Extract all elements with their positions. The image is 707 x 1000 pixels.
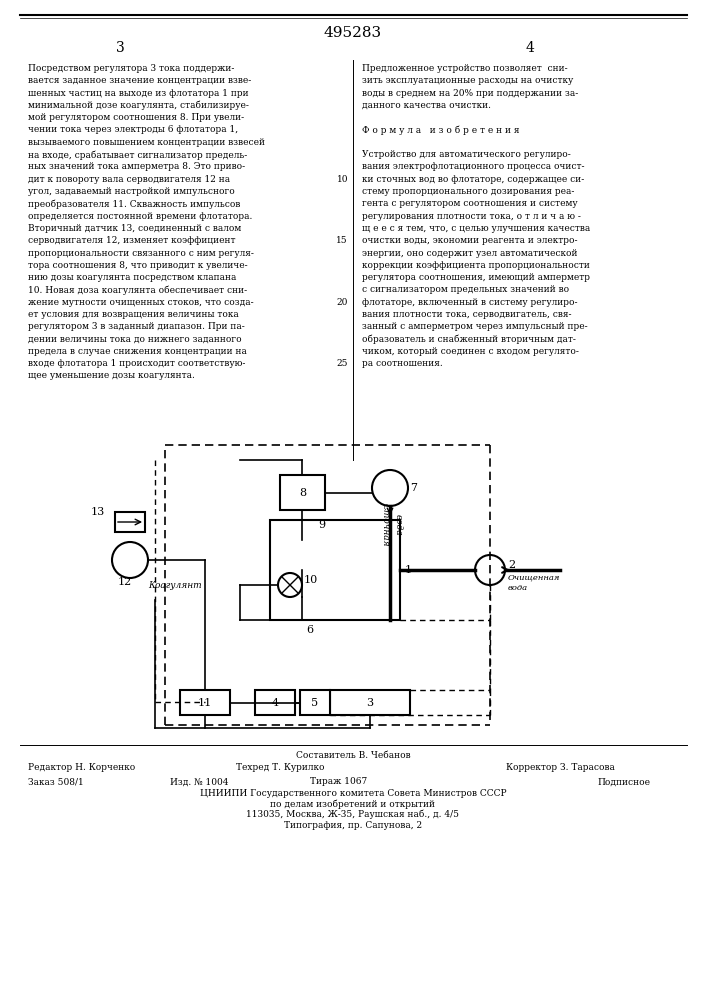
Text: 495283: 495283 (324, 26, 382, 40)
Text: Ф о р м у л а   и з о б р е т е н и я: Ф о р м у л а и з о б р е т е н и я (362, 125, 520, 135)
Text: 113035, Москва, Ж-35, Раушская наб., д. 4/5: 113035, Москва, Ж-35, Раушская наб., д. … (247, 809, 460, 819)
Text: с сигнализатором предельных значений во: с сигнализатором предельных значений во (362, 285, 569, 294)
Text: Корректор З. Тарасова: Корректор З. Тарасова (506, 764, 614, 772)
Text: Коагулянт: Коагулянт (148, 580, 201, 589)
Text: вода: вода (508, 584, 528, 592)
Text: 8: 8 (299, 488, 306, 497)
Text: вызываемого повышением концентрации взвесей: вызываемого повышением концентрации взве… (28, 138, 265, 147)
Bar (115, 512, 145, 532)
Text: Составитель В. Чебанов: Составитель В. Чебанов (296, 750, 410, 760)
Text: щ е е с я тем, что, с целью улучшения качества: щ е е с я тем, что, с целью улучшения ка… (362, 224, 590, 233)
Text: 3: 3 (366, 698, 373, 708)
Text: 5: 5 (312, 698, 319, 708)
Circle shape (372, 470, 408, 506)
Text: Вторичный датчик 13, соединенный с валом: Вторичный датчик 13, соединенный с валом (28, 224, 241, 233)
Text: Техред Т. Курилко: Техред Т. Курилко (235, 764, 325, 772)
Text: Тираж 1067: Тираж 1067 (310, 778, 367, 786)
Text: жение мутности очищенных стоков, что созда-: жение мутности очищенных стоков, что соз… (28, 298, 254, 307)
Circle shape (278, 573, 302, 597)
Text: 10. Новая доза коагулянта обеспечивает сни-: 10. Новая доза коагулянта обеспечивает с… (28, 285, 247, 295)
Bar (330, 690, 410, 715)
Text: мой регулятором соотношения 8. При увели-: мой регулятором соотношения 8. При увели… (28, 113, 244, 122)
Text: вода: вода (394, 514, 402, 536)
Text: Посредством регулятора 3 тока поддержи-: Посредством регулятора 3 тока поддержи- (28, 64, 235, 73)
Text: ки сточных вод во флотаторе, содержащее си-: ки сточных вод во флотаторе, содержащее … (362, 175, 584, 184)
Text: занный с амперметром через импульсный пре-: занный с амперметром через импульсный пр… (362, 322, 588, 331)
Text: Предложенное устройство позволяет  сни-: Предложенное устройство позволяет сни- (362, 64, 568, 73)
Text: флотаторе, включенный в систему регулиро-: флотаторе, включенный в систему регулиро… (362, 298, 578, 307)
Text: 9: 9 (318, 520, 325, 530)
Text: образователь и снабженный вторичным дат-: образователь и снабженный вторичным дат- (362, 335, 576, 344)
Text: ЦНИИПИ Государственного комитета Совета Министров СССР: ЦНИИПИ Государственного комитета Совета … (199, 790, 506, 798)
Text: по делам изобретений и открытий: по делам изобретений и открытий (271, 799, 436, 809)
Text: шенных частиц на выходе из флотатора 1 при: шенных частиц на выходе из флотатора 1 п… (28, 89, 249, 98)
Text: определяется постоянной времени флотатора.: определяется постоянной времени флотатор… (28, 212, 252, 221)
Text: щее уменьшение дозы коагулянта.: щее уменьшение дозы коагулянта. (28, 371, 195, 380)
Text: 6: 6 (306, 625, 314, 635)
Text: Редактор Н. Корченко: Редактор Н. Корченко (28, 764, 135, 772)
Text: ра соотношения.: ра соотношения. (362, 359, 443, 368)
Text: 11: 11 (198, 698, 212, 708)
Text: очистки воды, экономии реагента и электро-: очистки воды, экономии реагента и электр… (362, 236, 578, 245)
Text: ных значений тока амперметра 8. Это приво-: ных значений тока амперметра 8. Это прив… (28, 162, 245, 171)
Text: преобразователя 11. Скважность импульсов: преобразователя 11. Скважность импульсов (28, 199, 240, 209)
Text: Подписное: Подписное (597, 778, 650, 786)
Text: пропорциональности связанного с ним регуля-: пропорциональности связанного с ним регу… (28, 248, 254, 257)
Text: вается заданное значение концентрации взве-: вается заданное значение концентрации вз… (28, 76, 251, 85)
Bar (280, 475, 325, 510)
Text: 10: 10 (304, 575, 318, 585)
Text: Сточная: Сточная (380, 503, 390, 547)
Text: дит к повороту вала серводвигателя 12 на: дит к повороту вала серводвигателя 12 на (28, 175, 230, 184)
Bar (255, 690, 295, 715)
Text: 4: 4 (271, 698, 279, 708)
Text: нию дозы коагулянта посредством клапана: нию дозы коагулянта посредством клапана (28, 273, 236, 282)
Text: 12: 12 (118, 577, 132, 587)
Text: ет условия для возвращения величины тока: ет условия для возвращения величины тока (28, 310, 239, 319)
Text: минимальной дозе коагулянта, стабилизируе-: минимальной дозе коагулянта, стабилизиру… (28, 101, 249, 110)
Bar (300, 690, 330, 715)
Text: регулирования плотности тока, о т л и ч а ю -: регулирования плотности тока, о т л и ч … (362, 212, 581, 221)
Text: 20: 20 (337, 298, 348, 307)
Text: Очищенная: Очищенная (508, 574, 561, 582)
Text: 13: 13 (90, 507, 105, 517)
Text: 3: 3 (116, 41, 124, 55)
Text: Устройство для автоматического регулиро-: Устройство для автоматического регулиро- (362, 150, 571, 159)
Text: вания электрофлотационного процесса очист-: вания электрофлотационного процесса очис… (362, 162, 585, 171)
Text: данного качества очистки.: данного качества очистки. (362, 101, 491, 110)
Text: Типография, пр. Сапунова, 2: Типография, пр. Сапунова, 2 (284, 822, 422, 830)
Text: 25: 25 (337, 359, 348, 368)
Text: зить эксплуатационные расходы на очистку: зить эксплуатационные расходы на очистку (362, 76, 573, 85)
Text: Изд. № 1004: Изд. № 1004 (170, 778, 228, 786)
Circle shape (112, 542, 148, 578)
Text: 15: 15 (337, 236, 348, 245)
Text: чении тока через электроды 6 флотатора 1,: чении тока через электроды 6 флотатора 1… (28, 125, 238, 134)
Text: предела в случае снижения концентрации на: предела в случае снижения концентрации н… (28, 347, 247, 356)
Text: на входе, срабатывает сигнализатор предель-: на входе, срабатывает сигнализатор преде… (28, 150, 247, 160)
Text: серводвигателя 12, изменяет коэффициент: серводвигателя 12, изменяет коэффициент (28, 236, 235, 245)
Bar (270, 520, 400, 620)
Text: энергии, оно содержит узел автоматической: энергии, оно содержит узел автоматическо… (362, 248, 578, 257)
Text: дении величины тока до нижнего заданного: дении величины тока до нижнего заданного (28, 335, 242, 344)
Text: стему пропорционального дозирования реа-: стему пропорционального дозирования реа- (362, 187, 574, 196)
Text: угол, задаваемый настройкой импульсного: угол, задаваемый настройкой импульсного (28, 187, 235, 196)
Text: тора соотношения 8, что приводит к увеличе-: тора соотношения 8, что приводит к увели… (28, 261, 247, 270)
Text: гента с регулятором соотношения и систему: гента с регулятором соотношения и систем… (362, 199, 578, 208)
Text: 7: 7 (410, 483, 417, 493)
Text: входе флотатора 1 происходит соответствую-: входе флотатора 1 происходит соответству… (28, 359, 245, 368)
Text: коррекции коэффициента пропорциональности: коррекции коэффициента пропорциональност… (362, 261, 590, 270)
Text: регулятора соотношения, имеющий амперметр: регулятора соотношения, имеющий ампермет… (362, 273, 590, 282)
Text: Заказ 508/1: Заказ 508/1 (28, 778, 83, 786)
Text: воды в среднем на 20% при поддержании за-: воды в среднем на 20% при поддержании за… (362, 89, 578, 98)
Circle shape (475, 555, 505, 585)
Text: регулятором 3 в заданный диапазон. При па-: регулятором 3 в заданный диапазон. При п… (28, 322, 245, 331)
Text: 2: 2 (508, 560, 515, 570)
Text: 10: 10 (337, 175, 348, 184)
Text: 1: 1 (405, 565, 412, 575)
Text: чиком, который соединен с входом регулято-: чиком, который соединен с входом регулят… (362, 347, 579, 356)
Text: 4: 4 (525, 41, 534, 55)
Bar (180, 690, 230, 715)
Text: вания плотности тока, серводвигатель, свя-: вания плотности тока, серводвигатель, св… (362, 310, 571, 319)
